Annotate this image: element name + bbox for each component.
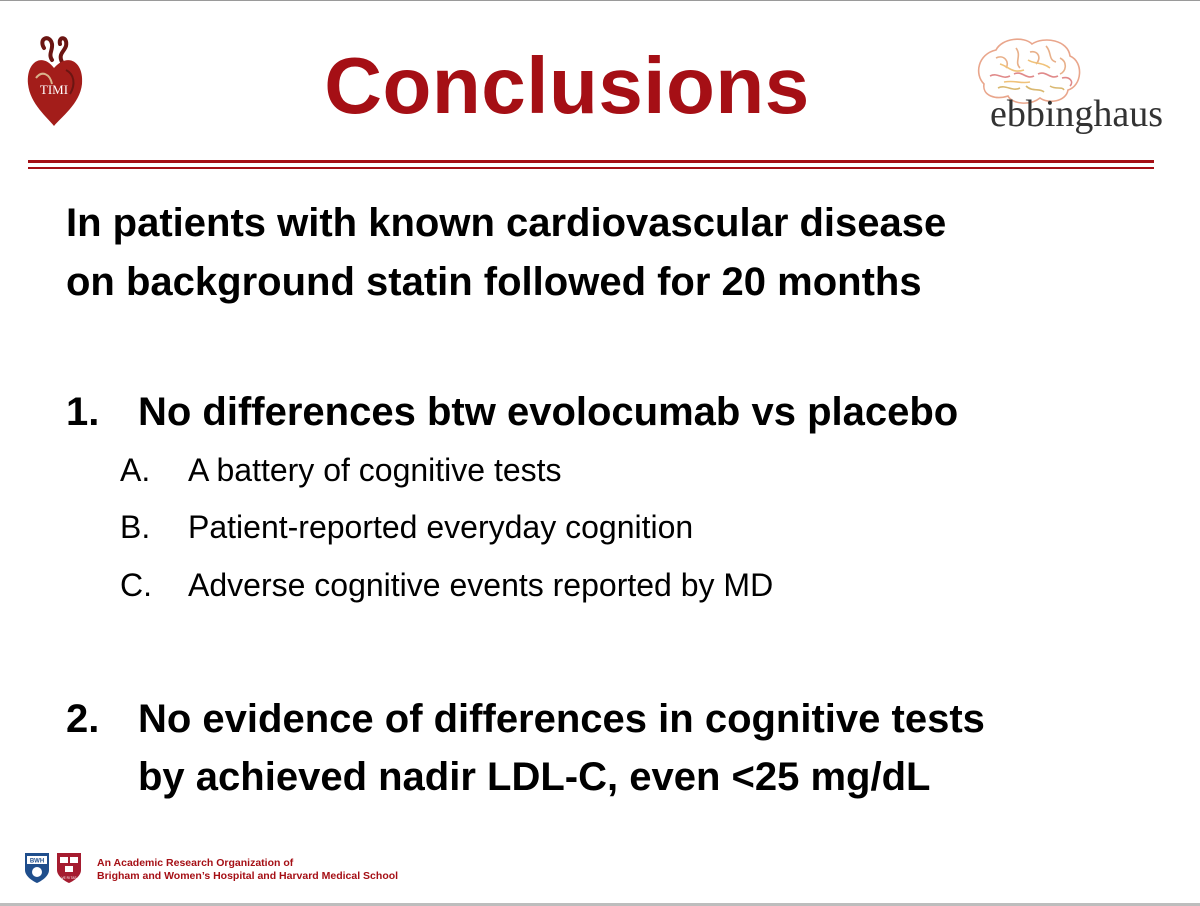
footer-affiliation: An Academic Research Organization of Bri… xyxy=(97,857,398,883)
subitem-text: Patient-reported everyday cognition xyxy=(188,509,694,545)
intro-statement: In patients with known cardiovascular di… xyxy=(66,194,1176,312)
svg-text:BWH: BWH xyxy=(30,859,44,865)
harvard-shield-icon: VE RI TAS xyxy=(57,853,81,883)
intro-line: In patients with known cardiovascular di… xyxy=(66,201,947,245)
bwh-shield-icon: BWH xyxy=(25,853,49,883)
point-text: No evidence of differences in cognitive … xyxy=(138,697,985,741)
point-text: No differences btw evolocumab vs placebo xyxy=(138,390,959,434)
point-number: 1. xyxy=(66,390,100,434)
subitem-letter: C. xyxy=(120,567,152,603)
ebbinghaus-logo-text: ebbinghaus xyxy=(990,93,1164,135)
slide-title: Conclusions xyxy=(324,41,810,130)
timi-logo: TIMI xyxy=(27,36,83,126)
header-rule-secondary xyxy=(28,167,1154,169)
subitem-letter: A. xyxy=(120,452,151,488)
point-number: 2. xyxy=(66,697,100,741)
svg-text:VE RI TAS: VE RI TAS xyxy=(61,876,76,880)
subitem-text: A battery of cognitive tests xyxy=(188,452,562,488)
conclusion-point-2: 2. No evidence of differences in cogniti… xyxy=(66,690,1176,806)
intro-line: on background statin followed for 20 mon… xyxy=(66,260,922,304)
conclusion-point-1: 1. No differences btw evolocumab vs plac… xyxy=(66,383,1176,441)
slide-top-border xyxy=(0,0,1200,1)
header-rule xyxy=(28,160,1154,163)
footer-line: Brigham and Women’s Hospital and Harvard… xyxy=(97,870,399,882)
slide-bottom-border xyxy=(0,903,1200,906)
footer-line: An Academic Research Organization of xyxy=(97,857,294,869)
brain-icon xyxy=(977,38,1081,104)
point-text: by achieved nadir LDL-C, even <25 mg/dL xyxy=(138,755,931,799)
subitem-text: Adverse cognitive events reported by MD xyxy=(188,567,774,603)
svg-text:TIMI: TIMI xyxy=(40,82,68,97)
subitem-letter: B. xyxy=(120,509,151,545)
